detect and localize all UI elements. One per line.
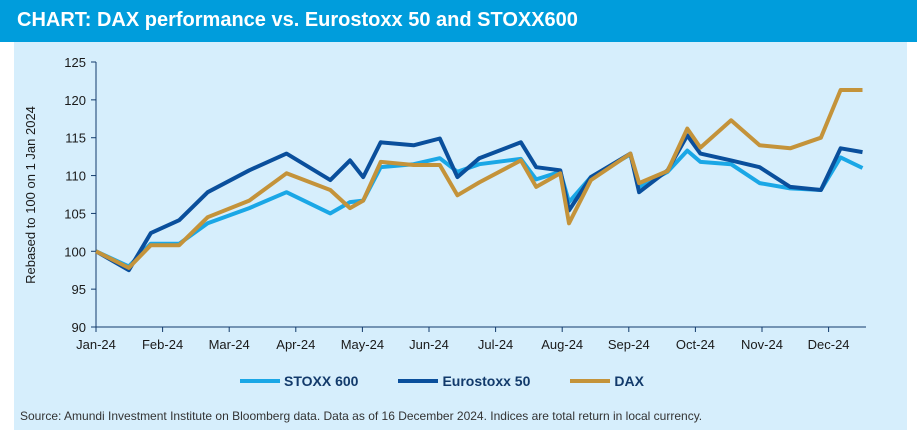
legend-label: DAX	[614, 373, 644, 389]
legend-item-dax: DAX	[570, 373, 644, 389]
legend-item-stoxx600: STOXX 600	[240, 373, 358, 389]
y-tick-label: 110	[65, 169, 86, 184]
x-tick-label: Oct-24	[676, 337, 715, 352]
x-tick-label: Aug-24	[541, 337, 583, 352]
y-tick-label: 105	[64, 206, 86, 221]
x-tick-label: Feb-24	[142, 337, 183, 352]
x-tick-label: Mar-24	[209, 337, 250, 352]
legend-label: Eurostoxx 50	[442, 373, 531, 389]
x-tick-label: May-24	[341, 337, 384, 352]
y-tick-label: 115	[65, 131, 86, 146]
title-bar: CHART: DAX performance vs. Eurostoxx 50 …	[0, 0, 917, 42]
legend-swatch	[240, 379, 280, 383]
x-tick-label: Sep-24	[608, 337, 650, 352]
source-note: Source: Amundi Investment Institute on B…	[20, 409, 703, 423]
series-line-dax	[95, 88, 863, 270]
y-tick-label: 95	[72, 282, 86, 297]
x-tick-label: Apr-24	[276, 337, 315, 352]
x-tick-label: Jul-24	[478, 337, 513, 352]
legend-swatch	[398, 379, 439, 383]
y-tick-label: 120	[64, 93, 86, 108]
x-tick-label: Dec-24	[808, 337, 850, 352]
series-line-eurostoxx-50	[95, 133, 863, 273]
legend-label: STOXX 600	[284, 373, 359, 389]
y-tick-label: 100	[64, 244, 86, 259]
x-tick-label: Jun-24	[409, 337, 449, 352]
legend-swatch	[570, 379, 611, 383]
y-axis-label: Rebased to 100 on 1 Jan 2024	[23, 106, 38, 284]
chart-panel	[14, 42, 907, 430]
series-line-stoxx-600	[95, 148, 864, 269]
chart-title: CHART: DAX performance vs. Eurostoxx 50 …	[17, 9, 578, 31]
y-tick-label: 125	[64, 55, 86, 70]
x-tick-label: Jan-24	[76, 337, 116, 352]
x-tick-label: Nov-24	[741, 337, 783, 352]
legend-item-eurostoxx50: Eurostoxx 50	[398, 373, 530, 389]
y-tick-label: 90	[72, 320, 86, 335]
legend: STOXX 600 Eurostoxx 50 DAX	[240, 373, 644, 389]
